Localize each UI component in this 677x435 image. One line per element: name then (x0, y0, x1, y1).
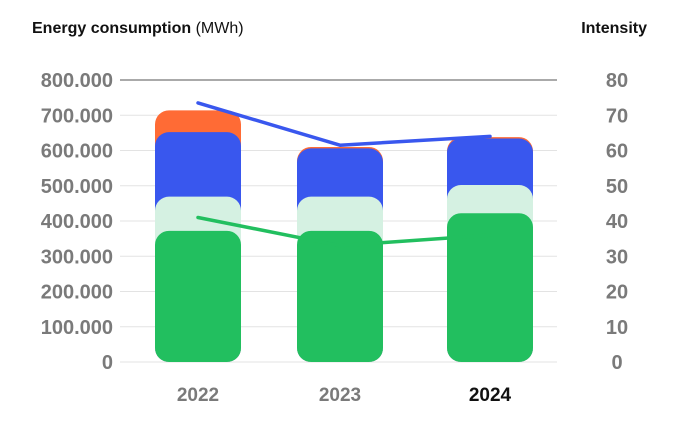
category-label: 2024 (469, 385, 512, 406)
left-axis-label: Energy consumption (32, 20, 192, 37)
right-tick-label: 30 (606, 246, 628, 268)
left-axis-unit: (MWh) (195, 20, 244, 37)
left-tick-label: 700.000 (41, 105, 113, 127)
left-tick-label: 300.000 (41, 246, 113, 268)
right-tick-label: 10 (606, 317, 628, 339)
right-tick-label: 0 (611, 352, 622, 374)
right-tick-label: 80 (606, 70, 628, 92)
bar-segment (297, 230, 383, 362)
right-axis-title: Intensity (581, 20, 647, 37)
left-tick-label: 500.000 (41, 176, 113, 198)
left-tick-label: 400.000 (41, 211, 113, 233)
series-line (196, 101, 492, 147)
left-tick-label: 0 (102, 352, 113, 374)
right-tick-label: 70 (606, 105, 628, 127)
bar-segment (155, 230, 241, 362)
category-label: 2022 (177, 385, 219, 406)
right-tick-label: 20 (606, 282, 628, 304)
left-tick-label: 600.000 (41, 141, 113, 163)
left-tick-label: 800.000 (41, 70, 113, 92)
right-tick-label: 40 (606, 211, 628, 233)
left-axis-title: Energy consumption (MWh) (32, 20, 244, 38)
series-line (196, 215, 492, 248)
left-tick-label: 100.000 (41, 317, 113, 339)
bar-segment (447, 213, 533, 362)
left-tick-label: 200.000 (41, 282, 113, 304)
category-label: 2023 (319, 385, 361, 406)
right-tick-label: 60 (606, 141, 628, 163)
right-tick-label: 50 (606, 176, 628, 198)
